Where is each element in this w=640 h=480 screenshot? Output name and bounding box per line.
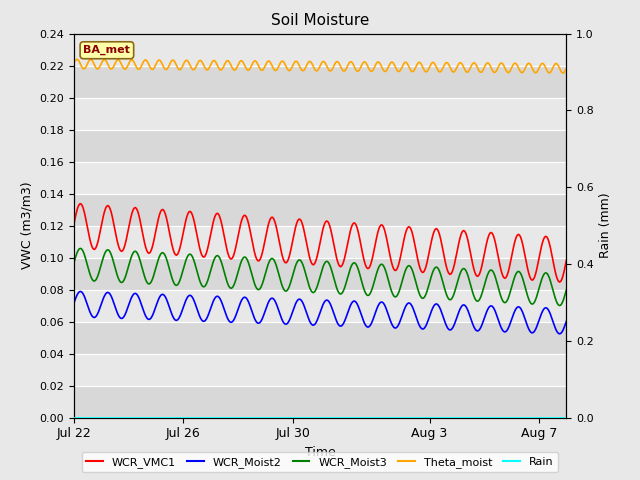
Title: Soil Moisture: Soil Moisture bbox=[271, 13, 369, 28]
Bar bbox=[74, 289, 566, 322]
Text: BA_met: BA_met bbox=[83, 45, 131, 55]
Bar bbox=[74, 385, 566, 418]
Bar bbox=[74, 193, 566, 226]
X-axis label: Time: Time bbox=[305, 446, 335, 459]
Bar bbox=[74, 66, 566, 97]
Bar bbox=[74, 258, 566, 289]
Bar bbox=[74, 130, 566, 162]
Bar bbox=[74, 226, 566, 258]
Bar bbox=[74, 354, 566, 385]
Y-axis label: Rain (mm): Rain (mm) bbox=[600, 193, 612, 258]
Legend: WCR_VMC1, WCR_Moist2, WCR_Moist3, Theta_moist, Rain: WCR_VMC1, WCR_Moist2, WCR_Moist3, Theta_… bbox=[82, 452, 558, 472]
Bar bbox=[74, 34, 566, 66]
Y-axis label: VWC (m3/m3): VWC (m3/m3) bbox=[20, 182, 33, 269]
Bar bbox=[74, 162, 566, 193]
Bar bbox=[74, 322, 566, 354]
Bar bbox=[74, 97, 566, 130]
